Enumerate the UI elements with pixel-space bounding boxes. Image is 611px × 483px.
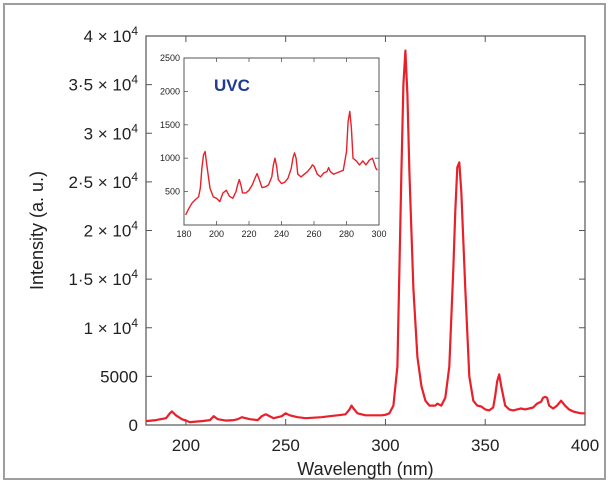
inset-x-tick-label: 240 xyxy=(274,229,289,239)
main-y-tick-label: 2·5 × 104 xyxy=(68,170,138,192)
inset-y-tick-label: 2000 xyxy=(160,86,180,96)
figure-frame xyxy=(3,3,606,480)
inset-x-tick-label: 300 xyxy=(371,229,386,239)
main-y-tick-label: 4 × 104 xyxy=(84,24,139,46)
main-x-tick-label: 200 xyxy=(172,436,200,455)
inset-spectrum-line xyxy=(184,110,378,216)
inset-y-tick-label: 1000 xyxy=(160,153,180,163)
inset-x-tick-label: 200 xyxy=(209,229,224,239)
inset-x-tick-label: 280 xyxy=(339,229,354,239)
inset-x-tick-label: 180 xyxy=(176,229,191,239)
main-x-tick-label: 250 xyxy=(271,436,299,455)
main-y-tick-label: 1 × 104 xyxy=(84,316,139,338)
main-x-tick-label: 400 xyxy=(571,436,599,455)
main-x-tick-label: 300 xyxy=(371,436,399,455)
main-x-tick-label: 350 xyxy=(471,436,499,455)
main-y-tick-label: 3·5 × 104 xyxy=(68,73,138,95)
main-x-axis-label: Wavelength (nm) xyxy=(297,459,433,479)
main-y-tick-label: 3 × 104 xyxy=(84,121,139,143)
inset-x-tick-label: 220 xyxy=(241,229,256,239)
inset-y-tick-label: 500 xyxy=(165,187,180,197)
main-y-tick-label: 1·5 × 104 xyxy=(68,267,138,289)
inset-y-tick-label: 2500 xyxy=(160,53,180,63)
main-y-axis-label: Intensity (a. u.) xyxy=(27,171,47,290)
inset-title: UVC xyxy=(214,76,250,95)
main-y-tick-label: 0 xyxy=(129,416,138,435)
main-y-tick-label: 5000 xyxy=(100,367,138,386)
main-y-tick-label: 2 × 104 xyxy=(84,219,139,241)
main-spectrum-line xyxy=(145,49,585,424)
inset-y-tick-label: 1500 xyxy=(160,120,180,130)
inset-x-tick-label: 260 xyxy=(306,229,321,239)
